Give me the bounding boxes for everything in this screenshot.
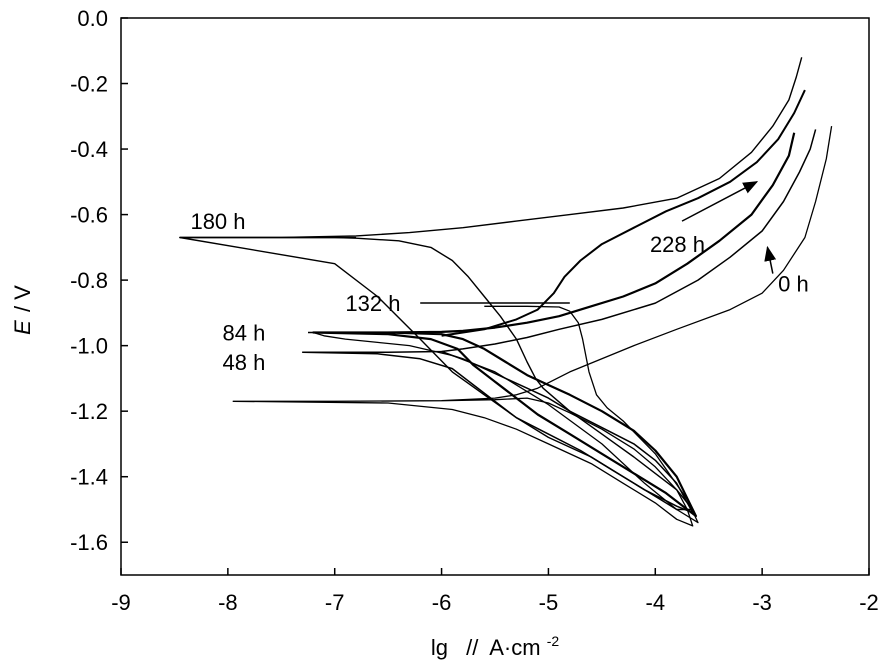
curve-48h <box>301 129 817 514</box>
curve-84h <box>312 132 796 518</box>
x-tick-label: -2 <box>859 590 879 615</box>
y-tick-label: -1.4 <box>70 465 108 490</box>
curve-132h <box>313 305 699 524</box>
curve-180h <box>179 57 803 511</box>
annotation-label: 228 h <box>650 232 705 257</box>
x-axis-unit-superscript: -2 <box>547 633 560 649</box>
annotation-label: 48 h <box>223 350 266 375</box>
x-axis-unit: A·cm <box>489 635 540 660</box>
y-tick-label: -0.4 <box>70 137 108 162</box>
x-tick-label: -3 <box>752 590 772 615</box>
x-tick-label: -7 <box>325 590 345 615</box>
x-tick-label: -6 <box>432 590 452 615</box>
y-tick-label: -1.0 <box>70 334 108 359</box>
y-tick-label: -0.2 <box>70 72 108 97</box>
curve-228h <box>441 89 806 337</box>
y-axis-ticks: 0.0 -0.2 -0.4 -0.6 -0.8 -1.0 -1.2 -1.4 -1.6 <box>70 6 128 555</box>
x-axis-unit-prefix: // <box>466 635 479 660</box>
y-tick-label: -1.6 <box>70 530 108 555</box>
y-axis-label-unit: / V <box>10 285 35 312</box>
annotation-label: 84 h <box>223 321 266 346</box>
annotations-layer: 180 h 132 h 84 h 48 h 228 h 0 h <box>179 181 809 375</box>
annotation-leader-line <box>681 181 759 222</box>
y-tick-label: -0.6 <box>70 203 108 228</box>
plot-frame <box>120 17 870 576</box>
x-axis-label: lg <box>431 635 448 660</box>
x-tick-label: -9 <box>111 590 131 615</box>
x-axis-ticks: -9 -8 -7 -6 -5 -4 -3 -2 <box>111 568 879 615</box>
curves-layer <box>179 57 833 527</box>
annotation-label: 132 h <box>345 291 400 316</box>
annotation-label: 180 h <box>190 209 245 234</box>
curve-0h <box>232 125 833 527</box>
x-tick-label: -8 <box>218 590 238 615</box>
y-tick-label: -0.8 <box>70 268 108 293</box>
x-axis-title: lg // A·cm -2 <box>431 633 560 660</box>
x-tick-label: -4 <box>646 590 666 615</box>
y-tick-label: -1.2 <box>70 399 108 424</box>
y-tick-label: 0.0 <box>77 6 108 31</box>
y-axis-label-symbol: E <box>10 320 35 335</box>
annotation-label: 0 h <box>778 271 809 296</box>
x-tick-label: -5 <box>539 590 559 615</box>
y-axis-title: E / V <box>10 285 35 335</box>
annotation-leader-line <box>764 245 777 274</box>
